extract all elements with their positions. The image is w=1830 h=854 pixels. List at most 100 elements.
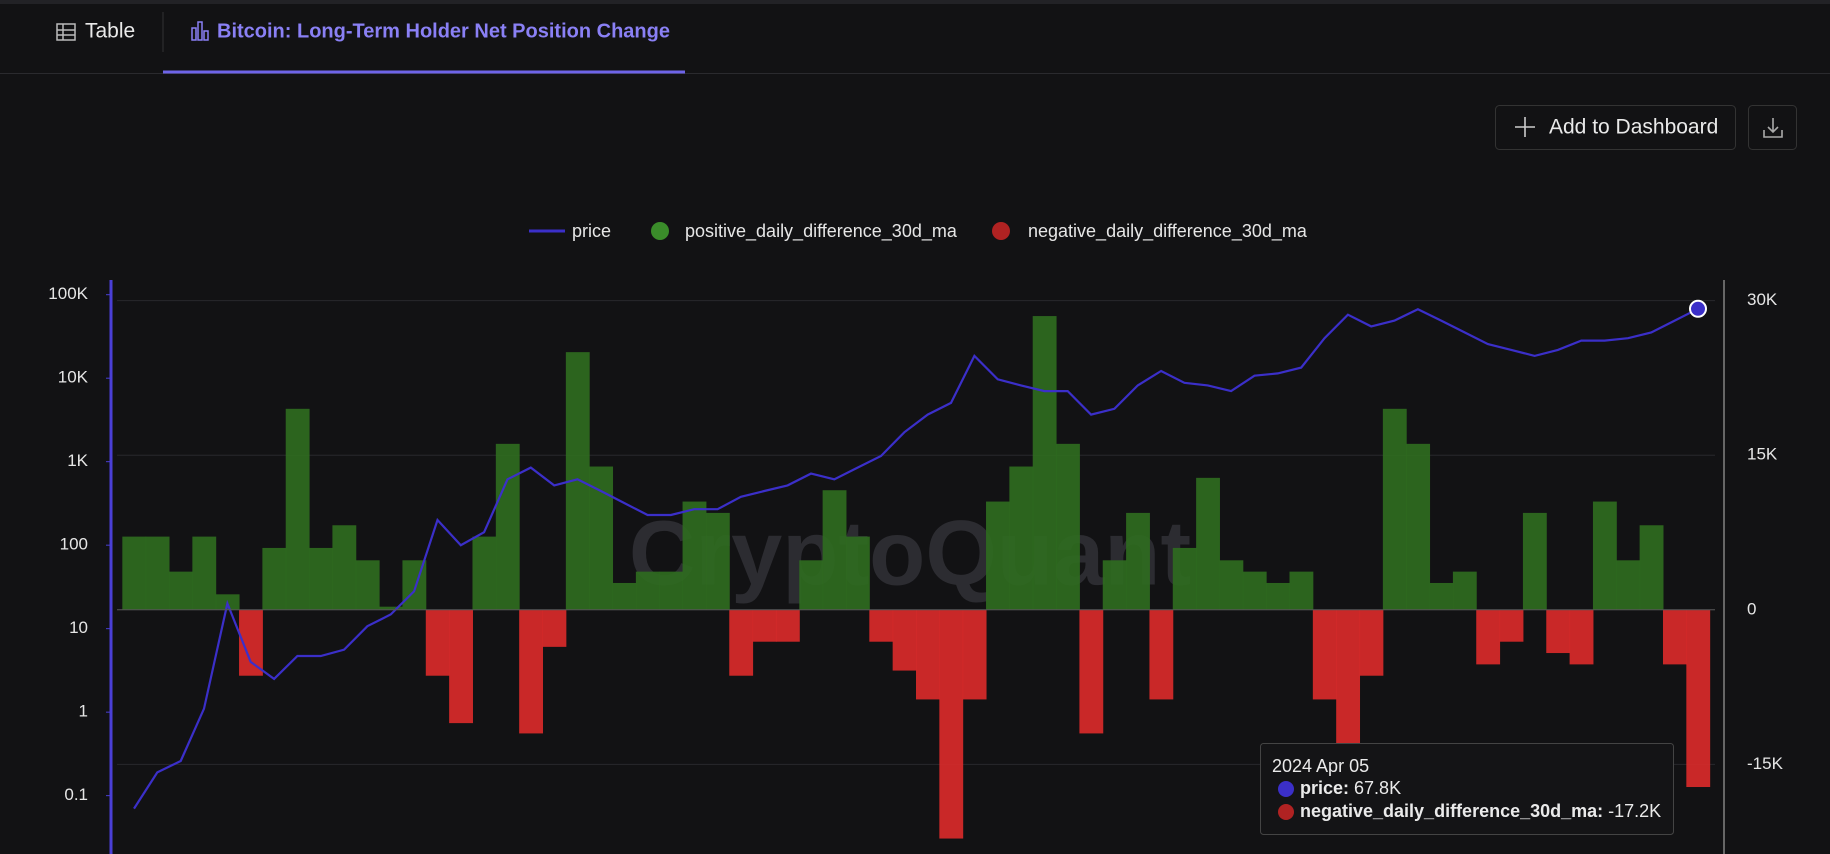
- bar: [892, 609, 917, 671]
- tooltip-separator: :: [1343, 778, 1349, 798]
- download-button[interactable]: [1748, 105, 1797, 150]
- top-edge: [0, 0, 1830, 4]
- bar: [682, 501, 707, 610]
- bar: [869, 609, 894, 642]
- button-label: Add to Dashboard: [1549, 116, 1718, 139]
- tooltip-series: price: [1300, 778, 1343, 798]
- y-tick-label: 100: [60, 535, 88, 554]
- table-tab[interactable]: Table: [56, 20, 135, 43]
- price-line: [133, 307, 1699, 810]
- y-tick-label: 1: [79, 702, 88, 721]
- legend-label: positive_daily_difference_30d_ma: [685, 221, 958, 242]
- bar: [425, 609, 450, 676]
- bar: [1639, 525, 1664, 610]
- bar: [1009, 466, 1034, 610]
- bar: [986, 501, 1010, 610]
- tooltip-marker: [1278, 804, 1294, 820]
- chart: -15K015K30K0.11101001K10K100KCryptoQuant…: [48, 221, 1784, 854]
- bar: [332, 525, 357, 610]
- tooltip-row: price: 67.8K: [1300, 778, 1401, 798]
- bar: [1406, 443, 1431, 610]
- bar: [1476, 609, 1501, 665]
- bar: [729, 609, 754, 676]
- bar: [1686, 609, 1711, 788]
- bar: [565, 352, 590, 610]
- bar: [845, 536, 870, 610]
- tooltip-box: [1260, 743, 1674, 835]
- bar: [1149, 609, 1174, 700]
- bar: [1196, 477, 1220, 610]
- bar: [1219, 560, 1244, 610]
- bar: [519, 609, 544, 734]
- bar: [1032, 316, 1057, 610]
- bar: [635, 571, 660, 610]
- y2-tick-label: 30K: [1747, 290, 1778, 309]
- bar: [1266, 582, 1290, 610]
- tab-label: Bitcoin: Long-Term Holder Net Position C…: [217, 20, 670, 42]
- bar: [1546, 609, 1571, 654]
- bar: [1429, 582, 1454, 610]
- bar: [1056, 443, 1080, 610]
- bar: [1616, 560, 1641, 610]
- bar: [612, 582, 637, 610]
- bar: [916, 609, 940, 700]
- bar: [705, 512, 730, 610]
- bar: [309, 547, 333, 610]
- bar: [1662, 609, 1687, 665]
- bar: [1522, 512, 1547, 610]
- tooltip-date: 2024 Apr 05: [1272, 756, 1369, 776]
- bar: [659, 571, 684, 610]
- chart-icon: [191, 27, 197, 41]
- bar: [262, 547, 287, 610]
- bar: [939, 609, 964, 839]
- bar: [775, 609, 800, 642]
- y-tick-label: 100K: [48, 284, 88, 303]
- bar: [169, 571, 193, 610]
- bar: [355, 560, 380, 610]
- tooltip-row: negative_daily_difference_30d_ma: -17.2K: [1300, 801, 1661, 821]
- button-frame: [1495, 105, 1736, 150]
- bar: [1569, 609, 1594, 665]
- chart-tab[interactable]: Bitcoin: Long-Term Holder Net Position C…: [191, 20, 670, 42]
- add-to-dashboard-button[interactable]: Add to Dashboard: [1495, 105, 1736, 150]
- bar: [1592, 501, 1617, 610]
- bar: [239, 609, 263, 676]
- bar: [822, 490, 847, 610]
- bar: [1382, 408, 1407, 610]
- bar: [962, 609, 987, 700]
- bar: [1242, 571, 1267, 610]
- legend-marker: [651, 222, 669, 240]
- bar: [1499, 609, 1524, 642]
- bar: [1336, 609, 1361, 746]
- bar: [1079, 609, 1104, 734]
- y-tick-label: 1K: [67, 451, 88, 470]
- download-icon: [1763, 118, 1783, 138]
- bar: [589, 466, 614, 610]
- bar: [1289, 571, 1314, 610]
- bar: [379, 606, 403, 610]
- bar: [495, 443, 520, 610]
- legend-label: price: [572, 221, 611, 241]
- bar: [1102, 560, 1127, 610]
- y-tick-label: 10K: [58, 368, 89, 387]
- bar: [145, 536, 170, 610]
- y-tick-label: 0.1: [64, 785, 88, 804]
- bar: [285, 408, 310, 610]
- y2-tick-label: -15K: [1747, 754, 1784, 773]
- bar: [542, 609, 567, 647]
- bar: [752, 609, 777, 642]
- legend-marker: [992, 222, 1010, 240]
- chart-icon: [197, 21, 203, 41]
- y2-tick-label: 15K: [1747, 445, 1778, 464]
- y-tick-label: 10: [69, 618, 88, 637]
- bar: [799, 560, 824, 610]
- tooltip-marker: [1278, 781, 1294, 797]
- bar: [1312, 609, 1337, 700]
- tooltip-series: negative_daily_difference_30d_ma: [1300, 801, 1598, 821]
- bar: [122, 536, 147, 610]
- legend-label: negative_daily_difference_30d_ma: [1028, 221, 1308, 242]
- tooltip-value: 67.8K: [1354, 778, 1401, 798]
- table-icon: [56, 23, 76, 41]
